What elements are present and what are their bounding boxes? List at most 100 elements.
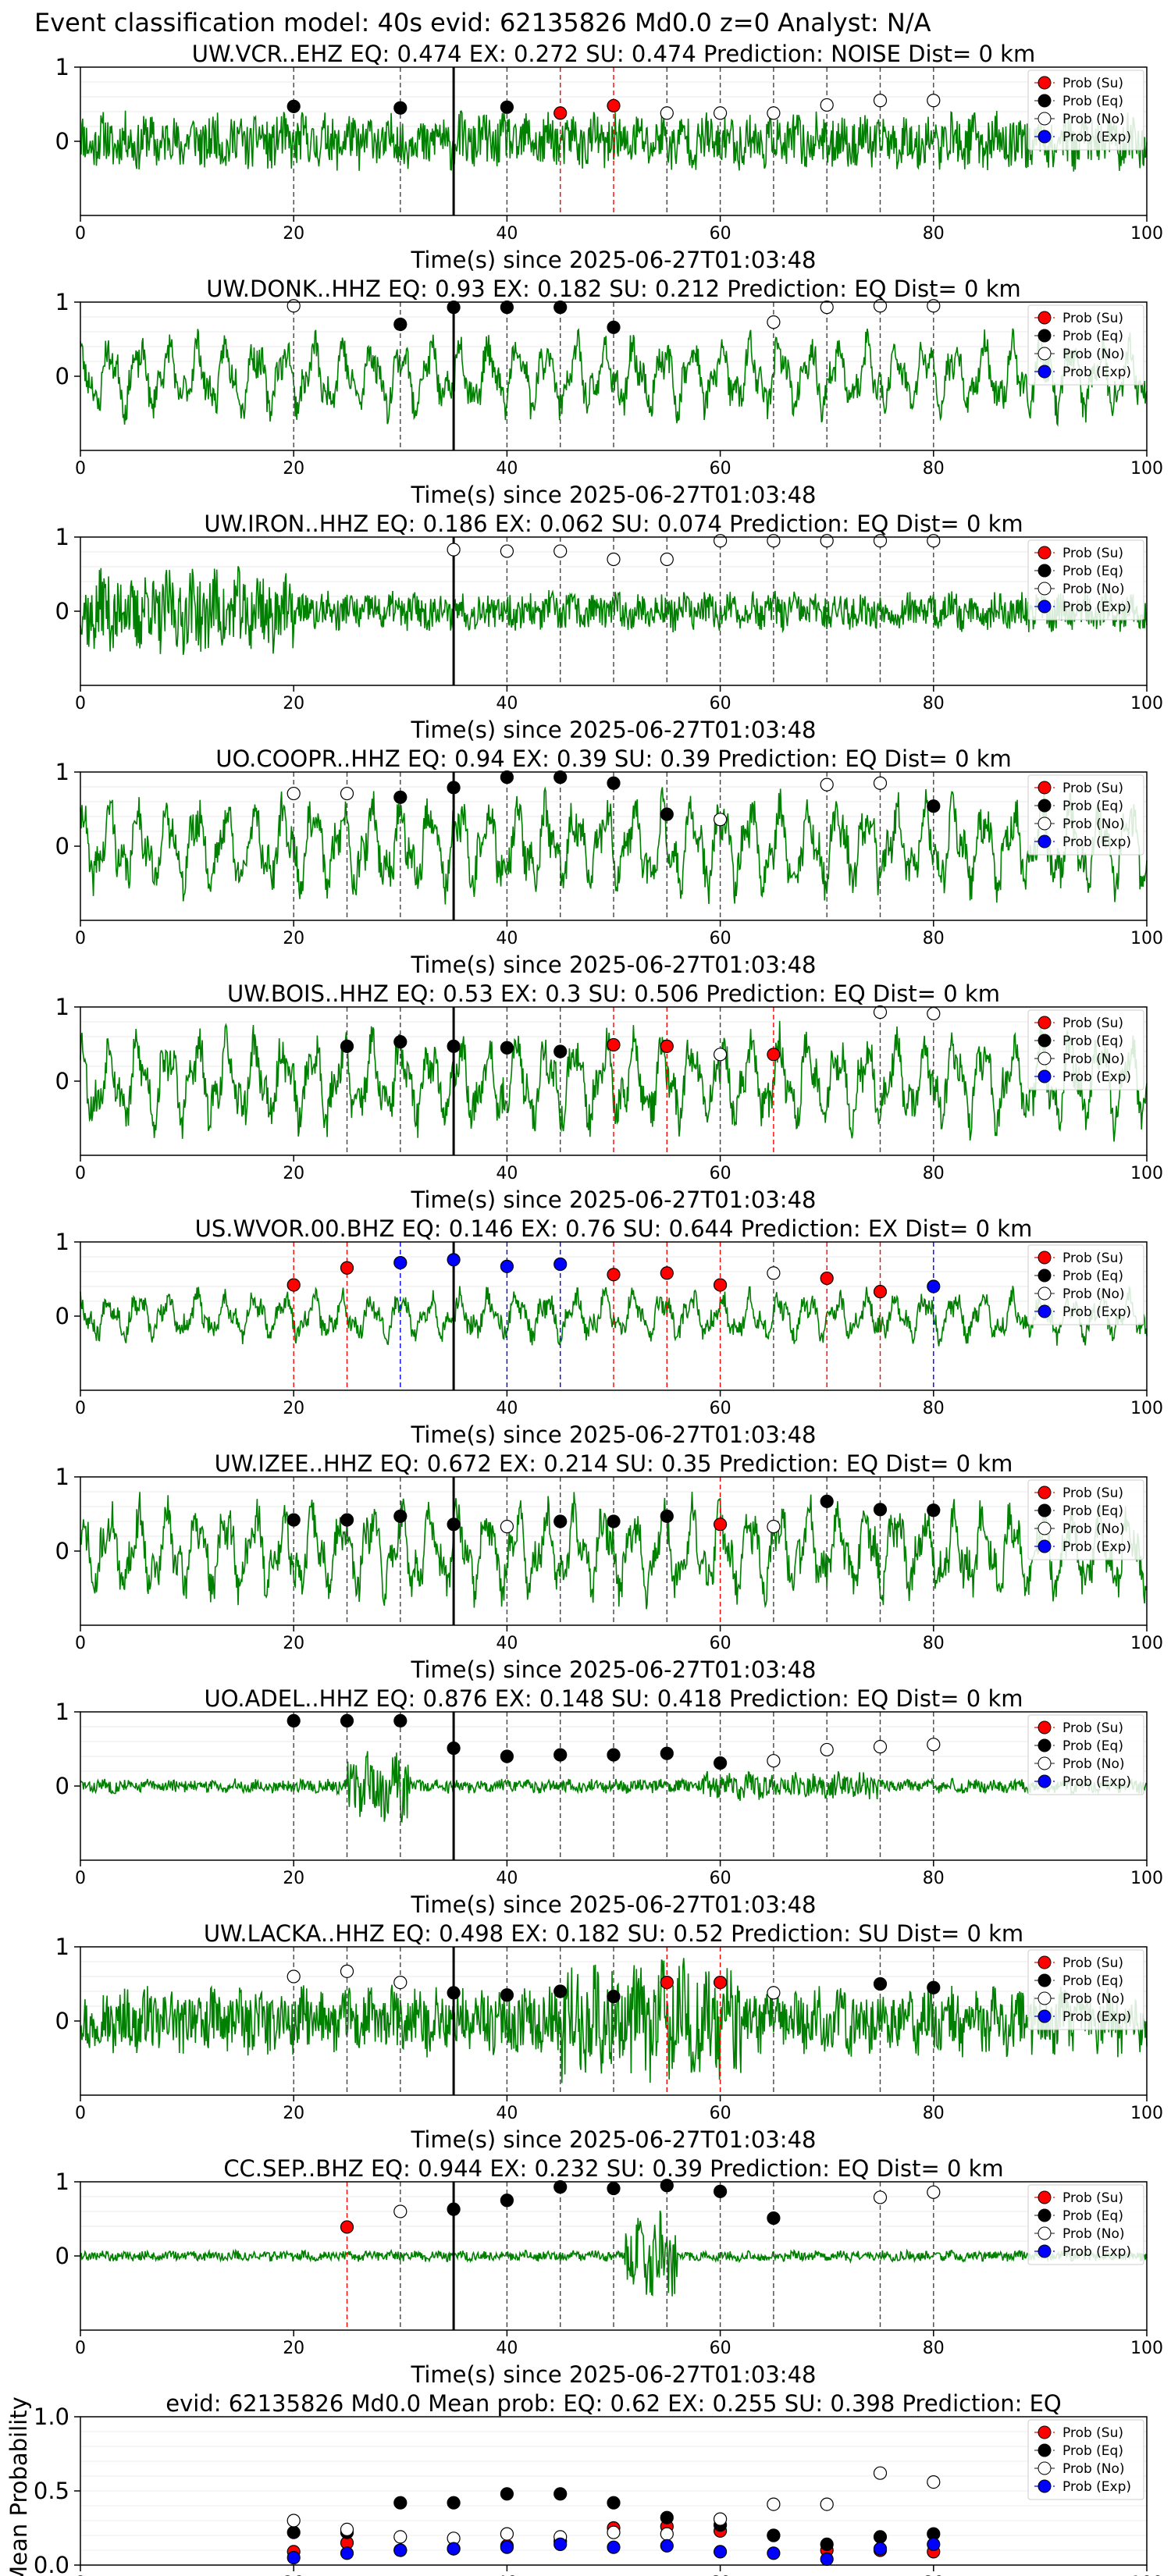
prob-marker-eq [927, 1980, 941, 1994]
legend-frame [1027, 1949, 1144, 2030]
waveform-trace [80, 1958, 1148, 2083]
legend-marker-su [1038, 2425, 1052, 2439]
legend-marker-su [1038, 311, 1052, 325]
prob-marker-eq [820, 1494, 834, 1508]
legend-label-exp: Prob (Exp) [1062, 1774, 1131, 1790]
legend-marker-su [1038, 546, 1052, 560]
y-tick-label: 0 [55, 363, 69, 390]
y-tick-label: 1 [55, 2169, 69, 2195]
prob-marker-su [607, 98, 621, 112]
legend-marker-su [1038, 1720, 1052, 1735]
prob-marker-no [927, 1738, 941, 1752]
legend: Prob (Su) Prob (Eq) Prob (No) Prob (Exp) [1027, 2419, 1144, 2500]
prob-marker-exp [393, 1255, 408, 1270]
legend: Prob (Su) Prob (Eq) Prob (No) Prob (Exp) [1027, 1479, 1144, 1560]
legend-marker-no [1038, 582, 1052, 596]
prob-marker-eq [607, 776, 621, 790]
x-axis-label: Time(s) since 2025-06-27T01:03:48 [411, 1656, 817, 1683]
prob-marker-eq [553, 770, 568, 785]
prob-marker-eq [447, 781, 461, 795]
x-tick-label: 100 [1130, 2339, 1163, 2358]
prob-marker-eq [393, 317, 408, 332]
x-tick-label: 100 [1130, 1869, 1163, 1888]
x-tick-label: 100 [1130, 224, 1163, 244]
prob-marker-eq [660, 1509, 674, 1523]
panel-7: UW.IZEE..HHZ EQ: 0.672 EX: 0.214 SU: 0.3… [55, 1450, 1163, 1683]
mean-prob-point-no [873, 2466, 888, 2480]
x-axis-label: Time(s) since 2025-06-27T01:03:48 [411, 247, 817, 273]
prob-marker-exp [927, 1279, 941, 1293]
x-tick-label: 100 [1130, 459, 1163, 479]
x-tick-label: 80 [923, 2574, 945, 2576]
legend-label-su: Prob (Su) [1062, 311, 1123, 326]
legend-label-eq: Prob (Eq) [1062, 564, 1123, 579]
prob-marker-su [713, 1976, 728, 1990]
x-tick-label: 40 [496, 459, 518, 479]
panel-title: UW.VCR..EHZ EQ: 0.474 EX: 0.272 SU: 0.47… [192, 41, 1035, 67]
prob-marker-eq [500, 770, 514, 785]
x-tick-label: 100 [1130, 2104, 1163, 2123]
prob-marker-eq [447, 1039, 461, 1053]
legend-marker-eq [1038, 1503, 1052, 1517]
prob-marker-no [820, 301, 834, 315]
x-tick-label: 40 [496, 2104, 518, 2123]
legend-label-su: Prob (Su) [1062, 1016, 1123, 1031]
prob-marker-eq [393, 1713, 408, 1727]
legend-label-su: Prob (Su) [1062, 1251, 1123, 1266]
prob-marker-eq [447, 1517, 461, 1532]
legend-label-no: Prob (No) [1062, 2461, 1125, 2477]
prob-marker-no [873, 1005, 888, 1019]
x-tick-label: 40 [496, 2339, 518, 2358]
mean-prob-point-eq [447, 2496, 461, 2510]
legend-label-exp: Prob (Exp) [1062, 1304, 1131, 1320]
prob-marker-no [873, 534, 888, 548]
prob-marker-no [340, 786, 354, 801]
legend-marker-eq [1038, 1268, 1052, 1283]
x-tick-label: 80 [923, 1634, 945, 1653]
legend-label-eq: Prob (Eq) [1062, 1503, 1123, 1519]
legend-marker-no [1038, 347, 1052, 361]
legend-label-no: Prob (No) [1062, 1521, 1125, 1537]
legend-label-no: Prob (No) [1062, 112, 1125, 127]
legend-label-no: Prob (No) [1062, 1051, 1125, 1067]
x-tick-label: 60 [710, 1634, 731, 1653]
x-tick-label: 80 [923, 694, 945, 713]
x-tick-label: 100 [1130, 694, 1163, 713]
legend-marker-eq [1038, 1034, 1052, 1048]
panel-6: US.WVOR.00.BHZ EQ: 0.146 EX: 0.76 SU: 0.… [55, 1215, 1163, 1448]
x-tick-label: 60 [710, 1869, 731, 1888]
x-tick-label: 40 [496, 1399, 518, 1418]
x-tick-label: 0 [75, 2339, 86, 2358]
y-tick-label: 1 [55, 1464, 69, 1490]
prob-marker-eq [447, 2202, 461, 2216]
mean-prob-point-eq [500, 2487, 514, 2501]
panel-title: UW.BOIS..HHZ EQ: 0.53 EX: 0.3 SU: 0.506 … [227, 980, 1000, 1007]
prob-marker-eq [553, 301, 568, 315]
y-tick-label: 0 [55, 598, 69, 624]
legend-marker-no [1038, 112, 1052, 126]
prob-marker-su [873, 1285, 888, 1299]
x-tick-label: 40 [496, 694, 518, 713]
panel-title: UW.IZEE..HHZ EQ: 0.672 EX: 0.214 SU: 0.3… [215, 1450, 1013, 1477]
panel-4: UO.COOPR..HHZ EQ: 0.94 EX: 0.39 SU: 0.39… [55, 745, 1163, 978]
prob-marker-no [927, 534, 941, 548]
legend-marker-no [1038, 1051, 1052, 1066]
x-tick-label: 0 [75, 2104, 86, 2123]
prob-marker-eq [340, 1513, 354, 1527]
legend-frame [1027, 2184, 1144, 2265]
legend-label-no: Prob (No) [1062, 1756, 1125, 1772]
x-tick-label: 60 [710, 2339, 731, 2358]
x-tick-label: 60 [710, 224, 731, 244]
panel-8: UO.ADEL..HHZ EQ: 0.876 EX: 0.148 SU: 0.4… [55, 1685, 1163, 1918]
mean-prob-point-no [660, 2527, 674, 2541]
mean-prob-point-exp [927, 2537, 941, 2551]
legend: Prob (Su) Prob (Eq) Prob (No) Prob (Exp) [1027, 774, 1144, 856]
legend-marker-su [1038, 76, 1052, 90]
prob-marker-eq [340, 1713, 354, 1727]
prob-marker-eq [500, 1749, 514, 1763]
y-tick-label: 0 [55, 2243, 69, 2269]
x-tick-label: 60 [710, 1164, 731, 1183]
legend-marker-exp [1038, 1069, 1052, 1083]
legend-frame [1027, 304, 1144, 386]
prob-marker-eq [393, 790, 408, 804]
